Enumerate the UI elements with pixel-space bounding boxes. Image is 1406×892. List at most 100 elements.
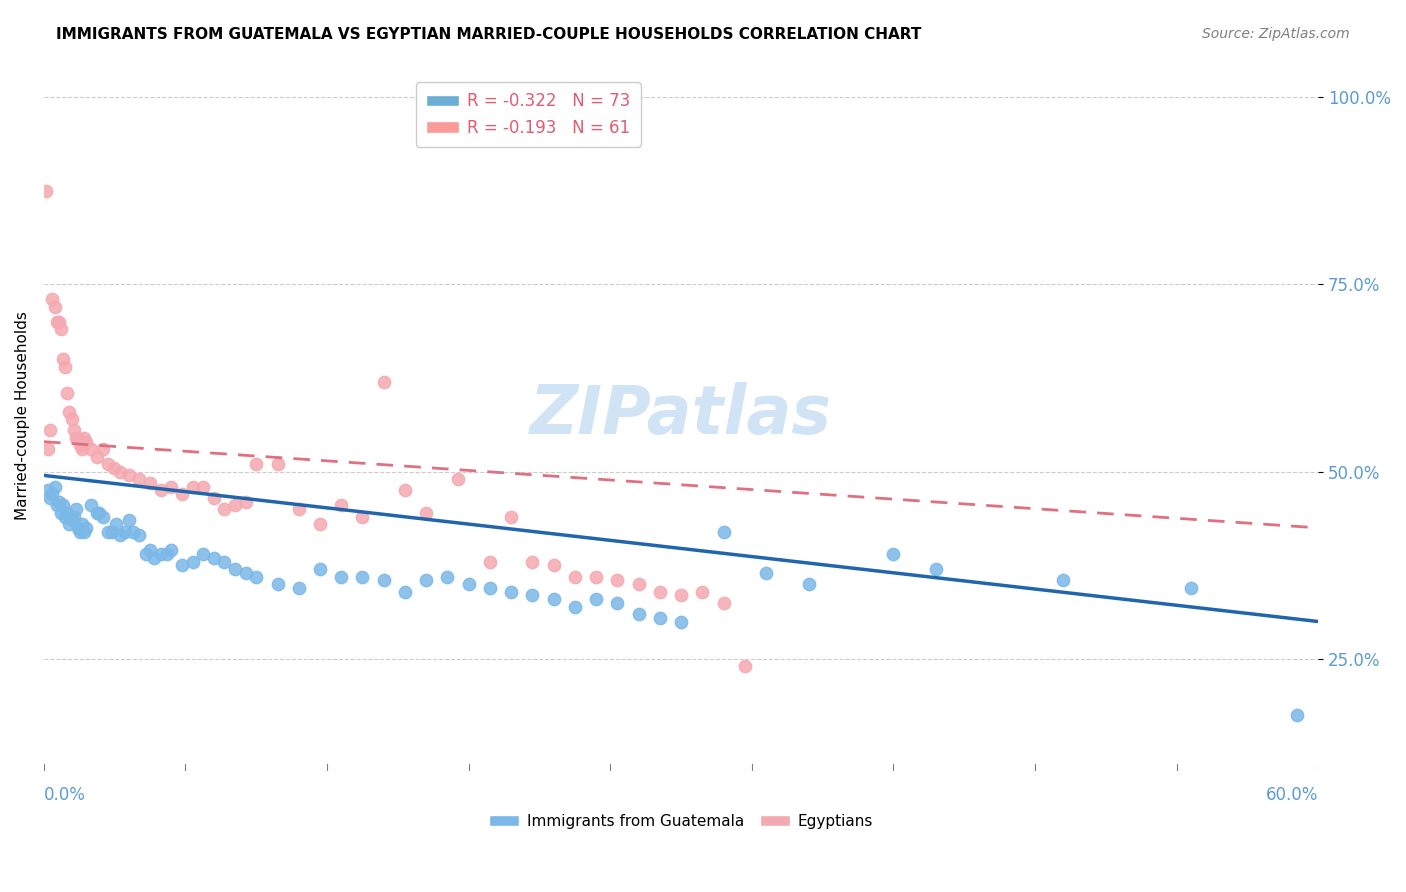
Point xyxy=(69,438,91,452)
Point xyxy=(627,607,650,621)
Point xyxy=(457,577,479,591)
Point xyxy=(287,581,309,595)
Point xyxy=(53,359,76,374)
Point xyxy=(52,352,75,367)
Point xyxy=(352,569,374,583)
Point xyxy=(606,596,628,610)
Point xyxy=(606,574,628,588)
Point xyxy=(501,584,523,599)
Point xyxy=(501,509,523,524)
Point xyxy=(478,555,501,569)
Point xyxy=(564,599,586,614)
Point xyxy=(214,502,236,516)
Point xyxy=(669,615,692,629)
Point xyxy=(70,442,93,457)
Point xyxy=(49,322,72,336)
Point xyxy=(139,475,162,490)
Point xyxy=(585,592,607,607)
Point xyxy=(114,524,136,539)
Point xyxy=(692,584,714,599)
Point xyxy=(101,524,124,539)
Point xyxy=(170,487,193,501)
Point xyxy=(734,659,756,673)
Point xyxy=(330,499,353,513)
Point xyxy=(60,412,83,426)
Point xyxy=(69,524,91,539)
Point xyxy=(62,424,84,438)
Point xyxy=(79,499,101,513)
Point xyxy=(224,562,246,576)
Point xyxy=(65,502,87,516)
Point xyxy=(56,506,79,520)
Point xyxy=(53,509,76,524)
Point xyxy=(330,569,353,583)
Point xyxy=(543,558,565,573)
Point xyxy=(87,506,110,520)
Point xyxy=(755,566,778,580)
Point xyxy=(86,506,108,520)
Point xyxy=(135,547,157,561)
Point xyxy=(224,499,246,513)
Point xyxy=(93,442,115,457)
Legend: Immigrants from Guatemala, Egyptians: Immigrants from Guatemala, Egyptians xyxy=(482,807,879,835)
Point xyxy=(48,315,70,329)
Point xyxy=(103,461,125,475)
Point xyxy=(52,499,75,513)
Point xyxy=(110,528,132,542)
Point xyxy=(522,588,544,602)
Point xyxy=(214,555,236,569)
Point xyxy=(713,524,735,539)
Text: 0.0%: 0.0% xyxy=(44,787,86,805)
Point xyxy=(245,457,267,471)
Point xyxy=(160,543,183,558)
Point xyxy=(44,300,66,314)
Point xyxy=(70,517,93,532)
Point xyxy=(1052,574,1074,588)
Point xyxy=(1180,581,1202,595)
Point xyxy=(66,521,89,535)
Point xyxy=(394,483,416,498)
Point xyxy=(58,517,80,532)
Point xyxy=(235,566,257,580)
Point xyxy=(447,472,470,486)
Point xyxy=(564,569,586,583)
Point xyxy=(202,550,225,565)
Point xyxy=(97,457,120,471)
Point xyxy=(73,524,96,539)
Point xyxy=(436,569,458,583)
Point xyxy=(139,543,162,558)
Point xyxy=(627,577,650,591)
Point xyxy=(170,558,193,573)
Point xyxy=(143,550,166,565)
Point xyxy=(585,569,607,583)
Point xyxy=(882,547,904,561)
Point xyxy=(648,584,671,599)
Point xyxy=(44,480,66,494)
Point xyxy=(75,434,97,449)
Point xyxy=(86,450,108,464)
Point xyxy=(245,569,267,583)
Point xyxy=(149,547,172,561)
Point xyxy=(181,480,204,494)
Point xyxy=(118,513,141,527)
Point xyxy=(266,457,288,471)
Point xyxy=(156,547,179,561)
Point xyxy=(65,431,87,445)
Point xyxy=(149,483,172,498)
Point xyxy=(394,584,416,599)
Point xyxy=(478,581,501,595)
Point xyxy=(128,472,150,486)
Point xyxy=(37,442,59,457)
Point xyxy=(39,424,62,438)
Point xyxy=(73,431,96,445)
Point xyxy=(193,480,215,494)
Point xyxy=(287,502,309,516)
Point xyxy=(62,509,84,524)
Point xyxy=(373,375,395,389)
Point xyxy=(415,506,437,520)
Point xyxy=(48,494,70,508)
Point xyxy=(39,491,62,505)
Point xyxy=(79,442,101,457)
Point xyxy=(49,506,72,520)
Point xyxy=(669,588,692,602)
